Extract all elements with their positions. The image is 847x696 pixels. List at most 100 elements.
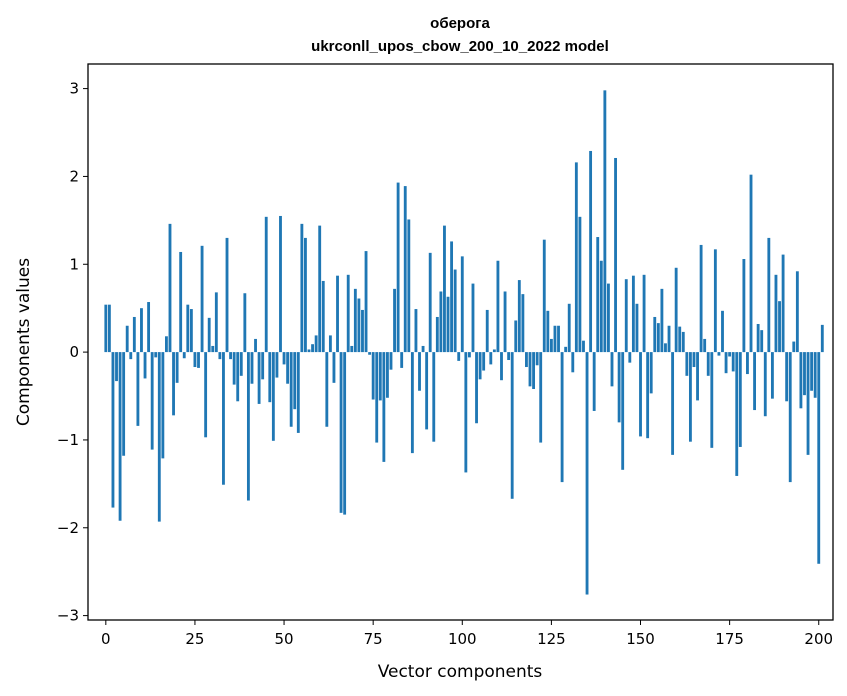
bar-200 [817, 352, 821, 564]
bar-10 [140, 308, 143, 353]
bar-92 [432, 352, 436, 442]
bar-20 [175, 352, 179, 383]
bar-162 [681, 331, 685, 353]
bar-72 [361, 309, 364, 353]
bar-170 [710, 352, 714, 448]
bar-37 [236, 352, 240, 402]
bar-161 [678, 326, 682, 353]
bar-157 [664, 343, 667, 353]
y-tick-label: −2 [57, 519, 79, 537]
bar-165 [692, 352, 696, 368]
bar-172 [717, 352, 721, 356]
bar-59 [314, 335, 318, 353]
bar-16 [161, 352, 165, 459]
chart-title-line2: ukrconll_upos_cbow_200_10_2022 model [311, 38, 609, 55]
bar-68 [346, 274, 350, 353]
bar-75 [371, 352, 375, 400]
bar-143 [614, 157, 617, 353]
bar-96 [446, 296, 450, 353]
bar-99 [457, 352, 461, 361]
y-tick-label: −3 [57, 607, 79, 625]
bar-29 [207, 317, 211, 353]
bar-56 [304, 237, 307, 353]
bar-147 [628, 352, 632, 363]
bar-107 [485, 309, 489, 353]
bar-197 [806, 352, 810, 455]
bar-2 [111, 352, 115, 508]
bar-190 [781, 254, 785, 353]
bar-116 [517, 280, 521, 353]
bar-11 [143, 352, 147, 379]
bar-108 [489, 352, 493, 365]
x-tick-label: 0 [101, 630, 111, 648]
bar-58 [311, 344, 314, 353]
bar-156 [660, 288, 664, 353]
bar-177 [735, 352, 739, 476]
bar-4 [118, 352, 122, 521]
bar-25 [193, 352, 197, 368]
y-tick-label: 1 [69, 255, 79, 273]
bar-34 [225, 237, 229, 353]
bar-118 [525, 352, 528, 368]
bar-95 [443, 225, 446, 353]
x-tick-label: 175 [715, 630, 744, 648]
bar-159 [671, 352, 675, 455]
x-axis-ticks: 0 25 50 75 100 125 150 175 200 [101, 620, 833, 648]
bar-38 [239, 352, 243, 376]
bar-132 [574, 162, 578, 353]
bar-31 [214, 292, 218, 353]
bar-160 [674, 267, 678, 353]
bar-133 [578, 216, 582, 353]
bar-98 [453, 269, 457, 353]
bar-57 [307, 349, 311, 353]
bar-130 [567, 303, 571, 353]
bar-109 [492, 349, 496, 353]
bar-174 [724, 352, 728, 374]
bar-73 [364, 251, 368, 353]
bar-52 [289, 352, 293, 427]
bar-110 [496, 260, 500, 353]
bar-166 [696, 352, 699, 401]
bar-86 [410, 352, 414, 454]
bar-181 [749, 174, 753, 353]
x-axis-label: Vector components [378, 662, 543, 682]
bars-group [104, 90, 824, 595]
x-tick-label: 25 [185, 630, 204, 648]
bar-42 [254, 338, 257, 353]
bar-100 [460, 256, 464, 353]
bar-201 [820, 324, 824, 353]
bar-0 [104, 304, 108, 353]
bar-115 [514, 320, 518, 353]
bar-53 [293, 352, 297, 410]
bar-187 [770, 352, 774, 399]
bar-12 [147, 302, 151, 353]
bar-91 [428, 252, 432, 353]
bar-60 [318, 225, 322, 353]
bar-121 [535, 352, 539, 366]
bar-120 [532, 352, 535, 389]
bar-74 [368, 352, 372, 355]
bar-18 [168, 223, 172, 353]
bar-89 [421, 345, 425, 353]
bar-188 [774, 274, 778, 353]
y-tick-label: 0 [69, 343, 79, 361]
bar-45 [264, 216, 268, 353]
bar-194 [795, 271, 799, 353]
bar-88 [418, 352, 421, 391]
bar-105 [478, 352, 482, 380]
x-tick-label: 200 [804, 630, 833, 648]
bar-192 [788, 352, 792, 483]
bar-43 [257, 352, 261, 404]
bar-35 [229, 352, 233, 360]
bar-6 [125, 325, 129, 353]
bar-124 [546, 310, 550, 353]
x-tick-label: 125 [537, 630, 566, 648]
bar-142 [610, 352, 614, 387]
bar-183 [756, 323, 760, 353]
bar-199 [813, 352, 817, 398]
bar-102 [467, 352, 471, 358]
bar-158 [667, 325, 671, 353]
bar-1 [107, 304, 111, 353]
bar-135 [585, 352, 589, 595]
bar-186 [767, 237, 771, 353]
